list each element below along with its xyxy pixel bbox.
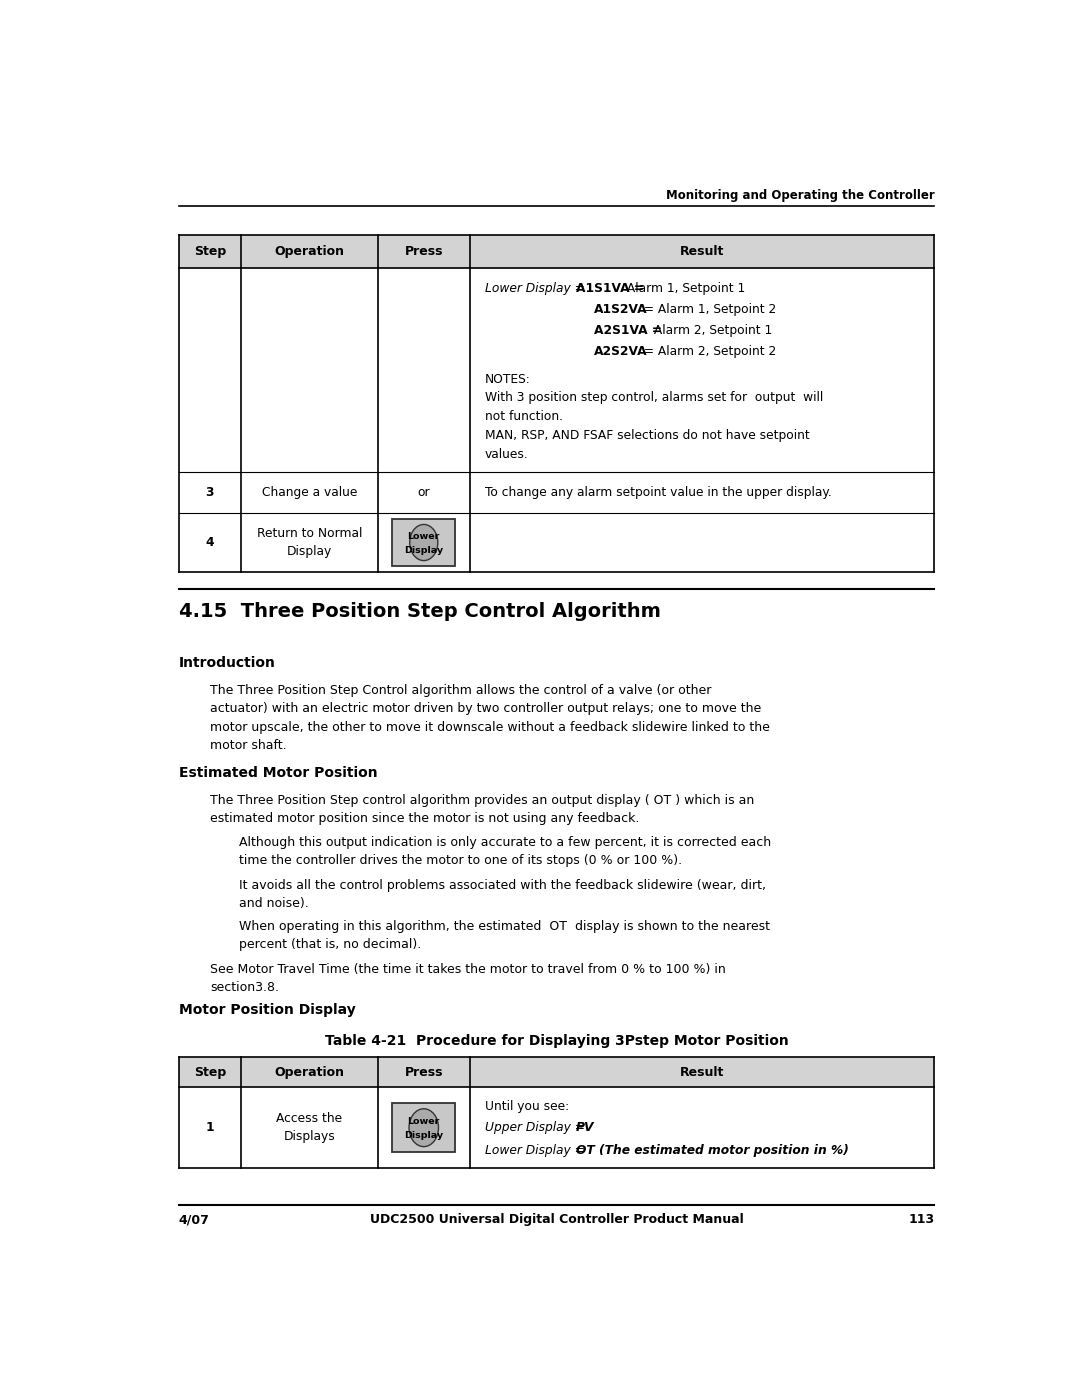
Text: The Three Position Step control algorithm provides an output display ( OT ) whic: The Three Position Step control algorith… — [211, 793, 755, 826]
Text: Return to Normal
Display: Return to Normal Display — [257, 527, 362, 557]
Text: Press: Press — [405, 244, 443, 258]
FancyBboxPatch shape — [392, 1104, 455, 1153]
Text: = Alarm 1, Setpoint 2: = Alarm 1, Setpoint 2 — [639, 303, 775, 316]
Text: 113: 113 — [908, 1213, 934, 1227]
Text: Alarm 2, Setpoint 1: Alarm 2, Setpoint 1 — [650, 324, 772, 337]
Text: Step: Step — [193, 244, 226, 258]
FancyBboxPatch shape — [392, 518, 455, 566]
Text: A1S1VA =: A1S1VA = — [576, 282, 644, 295]
Text: Lower: Lower — [407, 1118, 440, 1126]
Text: With 3 position step control, alarms set for  output  will: With 3 position step control, alarms set… — [485, 391, 823, 404]
Text: Step: Step — [193, 1066, 226, 1078]
Text: = Alarm 2, Setpoint 2: = Alarm 2, Setpoint 2 — [639, 345, 775, 358]
Text: Although this output indication is only accurate to a few percent, it is correct: Although this output indication is only … — [239, 835, 771, 868]
Bar — [178, 1058, 934, 1087]
Text: Table 4-21  Procedure for Displaying 3Pstep Motor Position: Table 4-21 Procedure for Displaying 3Pst… — [325, 1034, 788, 1048]
Text: Result: Result — [680, 1066, 725, 1078]
Text: A2S1VA =: A2S1VA = — [594, 324, 662, 337]
Text: To change any alarm setpoint value in the upper display.: To change any alarm setpoint value in th… — [485, 486, 832, 499]
Text: 4/07: 4/07 — [178, 1213, 210, 1227]
Text: not function.: not function. — [485, 411, 563, 423]
Text: A2S2VA: A2S2VA — [594, 345, 647, 358]
Text: See Motor Travel Time (the time it takes the motor to travel from 0 % to 100 %) : See Motor Travel Time (the time it takes… — [211, 963, 726, 995]
Text: Introduction: Introduction — [178, 657, 275, 671]
Text: Monitoring and Operating the Controller: Monitoring and Operating the Controller — [665, 189, 934, 201]
Text: 1: 1 — [205, 1122, 214, 1134]
Text: NOTES:: NOTES: — [485, 373, 530, 386]
Text: 4.15  Three Position Step Control Algorithm: 4.15 Three Position Step Control Algorit… — [178, 602, 660, 622]
Circle shape — [409, 524, 437, 560]
Text: A1S2VA: A1S2VA — [594, 303, 647, 316]
Text: Upper Display =: Upper Display = — [485, 1120, 589, 1134]
Text: Until you see:: Until you see: — [485, 1101, 569, 1113]
Text: UDC2500 Universal Digital Controller Product Manual: UDC2500 Universal Digital Controller Pro… — [369, 1213, 743, 1227]
Text: Press: Press — [405, 1066, 443, 1078]
Text: Access the
Displays: Access the Displays — [276, 1112, 342, 1143]
Text: 3: 3 — [205, 486, 214, 499]
Text: Estimated Motor Position: Estimated Motor Position — [178, 766, 377, 780]
Text: Operation: Operation — [274, 1066, 345, 1078]
Text: The Three Position Step Control algorithm allows the control of a valve (or othe: The Three Position Step Control algorith… — [211, 685, 770, 753]
Text: MAN, RSP, AND FSAF selections do not have setpoint: MAN, RSP, AND FSAF selections do not hav… — [485, 429, 810, 441]
Text: values.: values. — [485, 448, 528, 461]
Text: Lower Display =: Lower Display = — [485, 1144, 589, 1157]
Text: 4: 4 — [205, 536, 214, 549]
Text: Display: Display — [404, 1132, 443, 1140]
Circle shape — [409, 1109, 438, 1147]
Bar — [178, 236, 934, 268]
Text: Display: Display — [404, 546, 443, 555]
Text: It avoids all the control problems associated with the feedback slidewire (wear,: It avoids all the control problems assoc… — [239, 879, 766, 911]
Text: OT (The estimated motor position in %): OT (The estimated motor position in %) — [576, 1144, 849, 1157]
Text: When operating in this algorithm, the estimated  OT  display is shown to the nea: When operating in this algorithm, the es… — [239, 919, 770, 951]
Text: Lower Display =: Lower Display = — [485, 282, 589, 295]
Text: Result: Result — [680, 244, 725, 258]
Text: PV: PV — [576, 1120, 595, 1134]
Text: Motor Position Display: Motor Position Display — [178, 1003, 355, 1017]
Text: Change a value: Change a value — [261, 486, 357, 499]
Text: Operation: Operation — [274, 244, 345, 258]
Text: Lower: Lower — [407, 532, 440, 541]
Text: or: or — [418, 486, 430, 499]
Text: Alarm 1, Setpoint 1: Alarm 1, Setpoint 1 — [623, 282, 745, 295]
